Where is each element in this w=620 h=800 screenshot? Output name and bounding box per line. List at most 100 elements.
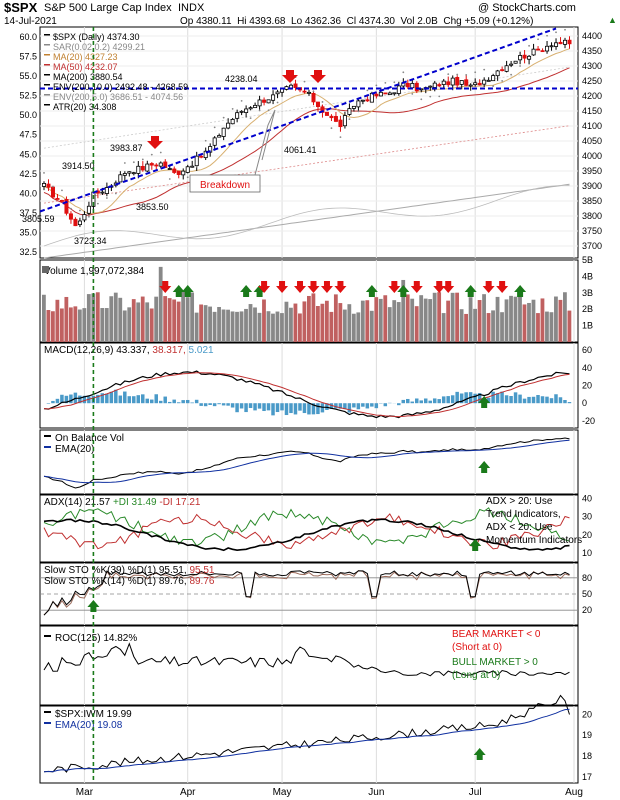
price-annotation: 3914.50	[62, 161, 95, 171]
macd-histogram-bar	[132, 396, 136, 404]
price-axis-tick: 4350	[582, 46, 602, 56]
volume-bar	[311, 293, 316, 342]
sar-dot	[501, 80, 504, 82]
price-axis-tick: 3950	[582, 166, 602, 176]
macd-axis-tick: 0	[582, 398, 587, 408]
volume-bar	[329, 311, 334, 342]
sar-dot	[258, 109, 261, 112]
candle-body	[315, 101, 320, 107]
sell-signal-arrow	[282, 70, 298, 83]
candle-body	[545, 45, 550, 52]
volume-bar	[567, 310, 572, 342]
macd-histogram-bar	[307, 403, 311, 415]
macd-histogram-bar	[432, 398, 437, 404]
sar-dot	[564, 28, 566, 31]
roc-legend-swatch	[44, 635, 51, 637]
volume-bar	[378, 298, 383, 342]
candle-body	[477, 82, 482, 86]
candle-body	[378, 91, 383, 97]
macd-histogram-bar	[51, 400, 55, 404]
volume-bar	[495, 296, 500, 342]
exchange-label: INDX	[178, 2, 205, 14]
candle-body	[284, 86, 289, 90]
price-axis-tick: 3750	[582, 226, 602, 236]
macd-histogram-bar	[176, 402, 181, 404]
price-annotation: 3805.59	[22, 214, 55, 224]
sar-dot	[240, 99, 243, 102]
candle-body	[554, 42, 559, 47]
panel-ratio	[39, 705, 579, 784]
volume-bar	[235, 311, 239, 342]
volume-bar	[477, 300, 482, 342]
sar-dot	[384, 81, 387, 84]
volume-bar	[140, 296, 145, 342]
breakdown-pointer	[254, 109, 276, 176]
candle-body	[275, 91, 280, 95]
buy-signal-arrow	[240, 285, 253, 297]
macd-histogram-bar	[55, 398, 60, 404]
price-legend-entry: MA(200) 3880.54	[53, 72, 123, 82]
atr-axis-tick: 37.5	[19, 208, 37, 218]
volume-bar	[190, 292, 195, 342]
volume-bar	[441, 313, 446, 342]
volume-bar	[185, 297, 190, 342]
candle-body	[68, 213, 73, 220]
volume-bar	[522, 304, 527, 342]
macd-axis-tick: 40	[582, 363, 592, 373]
volume-bar	[446, 300, 451, 342]
macd-histogram-bar	[266, 403, 271, 411]
atr-axis-tick: 35.0	[19, 227, 37, 237]
candle-body	[531, 48, 536, 56]
macd-histogram-bar	[414, 398, 419, 404]
candle-body	[563, 39, 568, 45]
candle-body	[536, 48, 541, 51]
volume-bar	[549, 312, 554, 342]
atr-axis-tick: 45.0	[19, 149, 37, 159]
atr-line	[43, 184, 570, 247]
volume-bar	[104, 308, 109, 342]
candle-body	[167, 168, 172, 170]
macd-histogram-bar	[513, 392, 518, 404]
adx-note: Trend Indicators,	[486, 509, 561, 520]
stochastic-axis-tick: 80	[582, 573, 592, 583]
macd-histogram-bar	[500, 391, 504, 404]
candle-body	[437, 84, 442, 87]
sar-dot	[438, 95, 441, 98]
sell-signal-arrow	[482, 281, 495, 293]
sar-dot	[465, 73, 468, 76]
volume-bar	[347, 304, 352, 342]
sar-dot	[411, 93, 414, 95]
volume-bar	[113, 292, 118, 342]
candle-body	[369, 92, 374, 103]
volume-bar	[414, 306, 419, 342]
candle-body	[549, 45, 554, 48]
macd-histogram-bar	[477, 393, 482, 404]
candle-body	[342, 115, 347, 127]
macd-histogram-bar	[208, 403, 212, 405]
volume-bar	[293, 303, 298, 342]
candle-body	[356, 100, 361, 108]
candle-body	[428, 85, 433, 88]
macd-histogram-bar	[352, 403, 356, 408]
macd-histogram-bar	[423, 398, 428, 404]
candle-body	[59, 200, 64, 202]
candle-body	[468, 84, 473, 87]
sar-dot	[546, 34, 548, 37]
sell-signal-arrow	[410, 281, 423, 293]
macd-histogram-bar	[540, 396, 545, 404]
macd-histogram-bar	[172, 399, 176, 404]
macd-histogram-bar	[329, 403, 334, 410]
macd-histogram-bar	[406, 398, 410, 404]
macd-histogram-bar	[343, 403, 347, 410]
candle-body	[405, 82, 410, 88]
price-axis-tick: 4200	[582, 91, 602, 101]
sell-signal-arrow	[294, 281, 307, 293]
macd-line	[43, 370, 570, 419]
volume-bar	[302, 301, 307, 342]
candle-body	[482, 79, 487, 85]
volume-bar	[158, 266, 163, 342]
volume-bar	[86, 294, 91, 342]
buy-signal-arrow	[514, 285, 527, 297]
candle-body	[50, 186, 55, 198]
volume-bar	[423, 298, 428, 342]
